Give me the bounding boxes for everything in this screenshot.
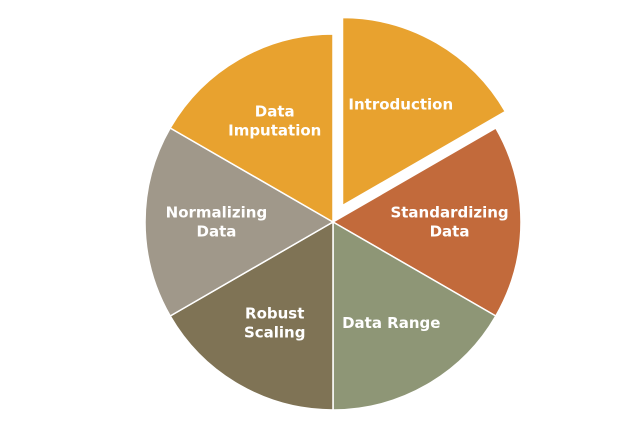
segment-label-introduction: Introduction [348, 96, 453, 114]
segment-label-line: Scaling [244, 323, 306, 341]
segment-shape-data-range [332, 220, 497, 411]
segment-introduction: Introduction [341, 16, 507, 207]
segment-label-robust-scaling: Robust Scaling [244, 304, 306, 341]
segment-label-line: Data [197, 223, 237, 241]
segment-data-imputation: Data Imputation [169, 33, 334, 224]
segment-normalizing-data: Normalizing Data [144, 126, 335, 318]
segment-shape-data-imputation [169, 33, 334, 224]
segment-label-standardizing-data: Standardizing Data [390, 204, 508, 241]
segment-shape-standardizing-data [331, 126, 522, 318]
segment-shape-normalizing-data [144, 126, 335, 318]
segment-label-line: Normalizing [166, 204, 268, 222]
segment-label-data-range: Data Range [342, 314, 440, 332]
segment-label-line: Standardizing [390, 204, 508, 222]
segment-shape-robust-scaling [169, 220, 334, 411]
segment-standardizing-data: Standardizing Data [331, 126, 522, 318]
segment-label-line: Introduction [348, 96, 453, 114]
segment-label-line: Data Range [342, 314, 440, 332]
segment-label-normalizing-data: Normalizing Data [166, 204, 268, 241]
segment-label-line: Data [430, 223, 470, 241]
segment-label-line: Data [255, 103, 295, 121]
segment-label-line: Robust [245, 304, 304, 322]
segment-data-range: Data Range [332, 220, 497, 411]
segment-robust-scaling: Robust Scaling [169, 220, 334, 411]
segment-label-line: Imputation [228, 122, 321, 140]
segment-label-data-imputation: Data Imputation [228, 103, 321, 140]
segment-shape-introduction [341, 16, 507, 207]
